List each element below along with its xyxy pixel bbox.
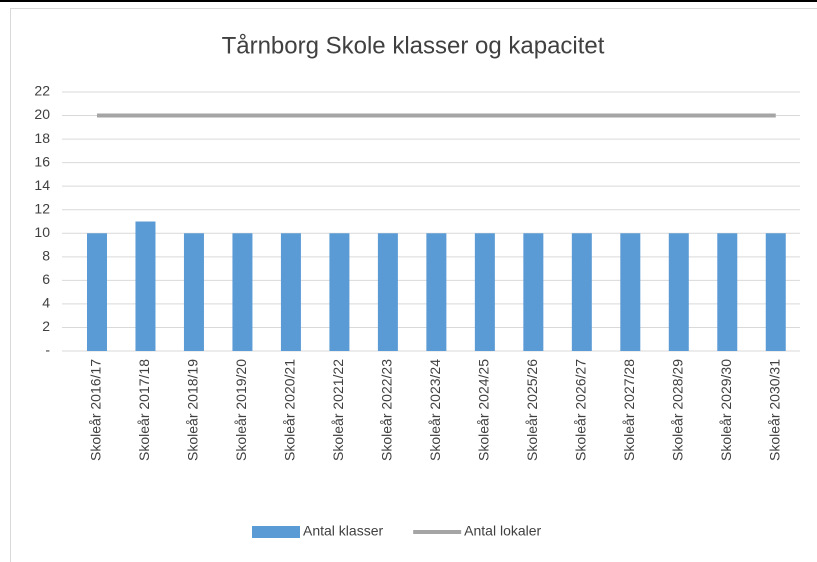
chart-title: Tårnborg Skole klasser og kapacitet [222,32,605,59]
x-tick-label: Skoleår 2025/26 [524,359,540,461]
bar [232,233,253,351]
legend-swatch [252,526,300,538]
y-tick-label: 22 [34,83,50,99]
y-tick-label: 18 [34,130,50,146]
bar [329,233,350,351]
bar [280,233,301,351]
x-tick-label: Skoleår 2022/23 [379,359,395,461]
y-tick-label: 2 [42,318,50,334]
x-tick-label: Skoleår 2017/18 [136,359,152,461]
bar [474,233,495,351]
bar [765,233,786,351]
y-tick-label: 14 [34,177,50,193]
x-tick-label: Skoleår 2028/29 [669,359,685,461]
legend-label: Antal klasser [303,523,383,539]
bar [620,233,641,351]
x-tick-label: Skoleår 2019/20 [233,359,249,461]
x-tick-label: Skoleår 2021/22 [330,359,346,461]
bar [426,233,447,351]
y-tick-label: 20 [34,106,50,122]
chart-frame [10,8,817,562]
bar [717,233,738,351]
x-tick-label: Skoleår 2027/28 [621,359,637,461]
x-tick-label: Skoleår 2023/24 [427,359,443,461]
bar [377,233,398,351]
y-tick-label: 12 [34,200,50,216]
x-tick-label: Skoleår 2020/21 [282,359,298,461]
x-tick-label: Skoleår 2029/30 [718,359,734,461]
legend-label: Antal lokaler [464,523,541,539]
x-tick-label: Skoleår 2026/27 [573,359,589,461]
x-tick-label: Skoleår 2018/19 [185,359,201,461]
bar [86,233,107,351]
y-tick-label: 4 [42,295,50,311]
y-tick-label: 6 [42,271,50,287]
bar [135,221,156,351]
bar [571,233,592,351]
y-tick-label: - [45,342,50,358]
x-tick-label: Skoleår 2016/17 [88,359,104,461]
y-tick-label: 10 [34,224,50,240]
bar [183,233,204,351]
x-tick-label: Skoleår 2024/25 [476,359,492,461]
bar [668,233,689,351]
y-tick-label: 8 [42,248,50,264]
y-tick-label: 16 [34,153,50,169]
bar [523,233,544,351]
x-tick-label: Skoleår 2030/31 [766,359,782,461]
